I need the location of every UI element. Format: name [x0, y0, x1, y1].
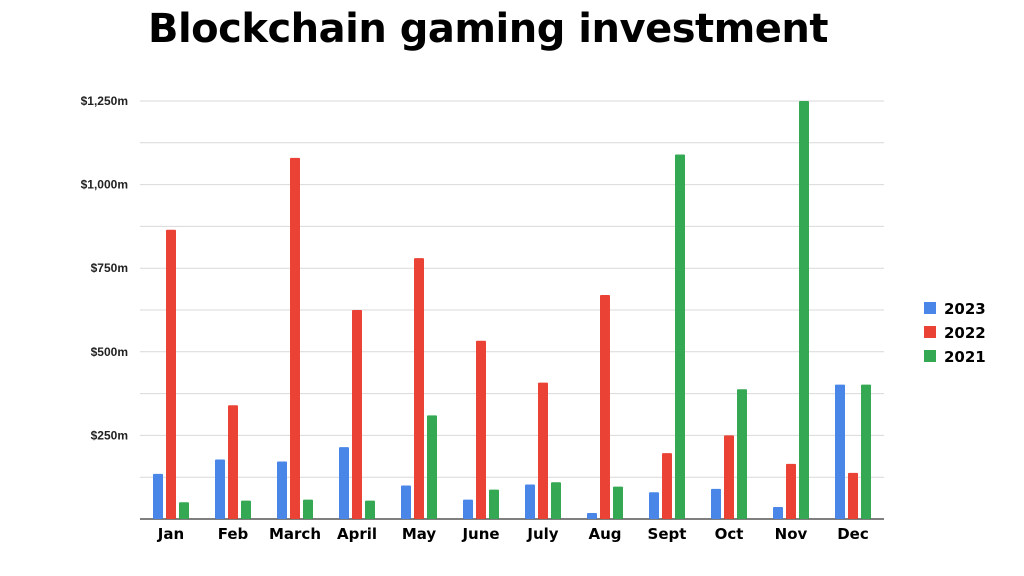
x-tick-label: April	[337, 525, 377, 543]
y-axis-ticks: $250m $500m $750m $1,000m $1,250m	[81, 94, 128, 442]
x-axis-ticks: Jan Feb March April May June July Aug Sept Oct Nov…	[157, 525, 869, 543]
bar-2021-jan	[179, 502, 189, 519]
bars	[153, 101, 871, 519]
bar-2022-march	[290, 157, 300, 519]
bar-2023-sept	[649, 492, 659, 519]
y-tick-label: $750m	[91, 261, 128, 275]
y-tick-label: $1,250m	[81, 94, 128, 108]
bar-2022-july	[538, 382, 548, 519]
legend-swatch-2022	[924, 326, 936, 338]
bar-2023-may	[401, 485, 411, 519]
bar-2023-feb	[215, 459, 225, 519]
gridlines	[140, 100, 884, 520]
x-tick-label: Feb	[218, 525, 249, 543]
bar-2023-june	[463, 499, 473, 519]
x-tick-label: July	[526, 525, 558, 543]
bar-2022-nov	[786, 463, 796, 519]
bar-2021-july	[551, 482, 561, 519]
x-tick-label: June	[461, 525, 499, 543]
bar-2021-june	[489, 489, 499, 519]
bar-2021-sept	[675, 154, 685, 519]
y-tick-label: $250m	[91, 428, 128, 442]
bar-2022-aug	[600, 294, 610, 519]
bar-2021-oct	[737, 389, 747, 519]
x-tick-label: Aug	[588, 525, 621, 543]
bar-2021-nov	[799, 101, 809, 519]
bar-2023-april	[339, 447, 349, 519]
x-tick-label: Dec	[837, 525, 869, 543]
x-tick-label: May	[402, 525, 437, 543]
bar-2022-dec	[848, 472, 858, 519]
x-tick-label: Sept	[648, 525, 687, 543]
legend: 2023 2022 2021	[924, 300, 986, 366]
bar-2023-july	[525, 484, 535, 519]
bar-2023-dec	[835, 384, 845, 519]
bar-2021-april	[365, 500, 375, 519]
bar-2023-jan	[153, 473, 163, 519]
legend-label: 2023	[944, 300, 986, 318]
bar-2021-aug	[613, 486, 623, 519]
bar-2022-feb	[228, 405, 238, 519]
legend-swatch-2023	[924, 302, 936, 314]
bar-2022-jan	[166, 229, 176, 519]
bar-2021-march	[303, 499, 313, 519]
bar-2022-sept	[662, 453, 672, 519]
bar-2021-feb	[241, 500, 251, 519]
x-tick-label: Oct	[715, 525, 744, 543]
bar-2023-aug	[587, 512, 597, 519]
bar-2022-june	[476, 340, 486, 519]
bar-2021-dec	[861, 384, 871, 519]
bar-2021-may	[427, 415, 437, 519]
legend-swatch-2021	[924, 350, 936, 362]
x-tick-label: Nov	[775, 525, 808, 543]
bar-2023-nov	[773, 506, 783, 519]
chart-title: Blockchain gaming investment	[147, 6, 829, 52]
x-tick-label: March	[269, 525, 321, 543]
x-tick-label: Jan	[157, 525, 184, 543]
bar-2023-oct	[711, 488, 721, 519]
y-tick-label: $1,000m	[81, 178, 128, 192]
legend-label: 2022	[944, 324, 986, 342]
bar-2022-oct	[724, 435, 734, 519]
bar-2023-march	[277, 461, 287, 519]
y-tick-label: $500m	[91, 345, 128, 359]
bar-2022-may	[414, 258, 424, 519]
legend-label: 2021	[944, 348, 986, 366]
bar-2022-april	[352, 310, 362, 519]
